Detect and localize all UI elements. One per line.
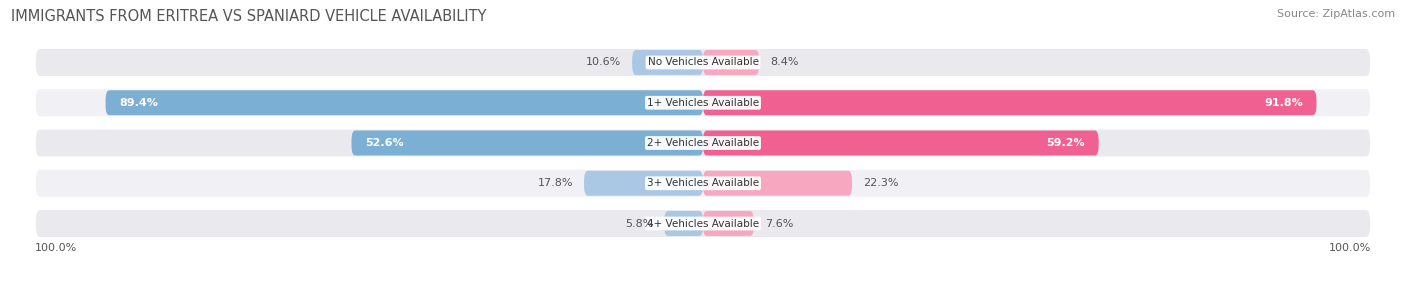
- Text: 52.6%: 52.6%: [366, 138, 404, 148]
- FancyBboxPatch shape: [35, 209, 1371, 238]
- FancyBboxPatch shape: [633, 50, 703, 75]
- FancyBboxPatch shape: [105, 90, 703, 115]
- Text: IMMIGRANTS FROM ERITREA VS SPANIARD VEHICLE AVAILABILITY: IMMIGRANTS FROM ERITREA VS SPANIARD VEHI…: [11, 9, 486, 23]
- Text: 100.0%: 100.0%: [35, 243, 77, 253]
- FancyBboxPatch shape: [703, 90, 1316, 115]
- FancyBboxPatch shape: [703, 211, 754, 236]
- FancyBboxPatch shape: [703, 130, 1098, 156]
- Text: 10.6%: 10.6%: [586, 57, 621, 67]
- Text: No Vehicles Available: No Vehicles Available: [648, 57, 758, 67]
- Text: 4+ Vehicles Available: 4+ Vehicles Available: [647, 219, 759, 229]
- Text: 17.8%: 17.8%: [537, 178, 574, 188]
- FancyBboxPatch shape: [703, 171, 852, 196]
- Text: 5.8%: 5.8%: [624, 219, 654, 229]
- Text: 2+ Vehicles Available: 2+ Vehicles Available: [647, 138, 759, 148]
- FancyBboxPatch shape: [35, 128, 1371, 158]
- Text: 1+ Vehicles Available: 1+ Vehicles Available: [647, 98, 759, 108]
- FancyBboxPatch shape: [703, 50, 759, 75]
- Text: 59.2%: 59.2%: [1046, 138, 1085, 148]
- Text: 8.4%: 8.4%: [770, 57, 799, 67]
- FancyBboxPatch shape: [35, 48, 1371, 77]
- Text: 89.4%: 89.4%: [120, 98, 159, 108]
- Text: 91.8%: 91.8%: [1264, 98, 1303, 108]
- Text: 7.6%: 7.6%: [765, 219, 793, 229]
- FancyBboxPatch shape: [352, 130, 703, 156]
- Text: 100.0%: 100.0%: [1329, 243, 1371, 253]
- Text: 3+ Vehicles Available: 3+ Vehicles Available: [647, 178, 759, 188]
- FancyBboxPatch shape: [35, 169, 1371, 198]
- FancyBboxPatch shape: [583, 171, 703, 196]
- FancyBboxPatch shape: [664, 211, 703, 236]
- Text: Source: ZipAtlas.com: Source: ZipAtlas.com: [1277, 9, 1395, 19]
- FancyBboxPatch shape: [35, 88, 1371, 117]
- Text: 22.3%: 22.3%: [863, 178, 898, 188]
